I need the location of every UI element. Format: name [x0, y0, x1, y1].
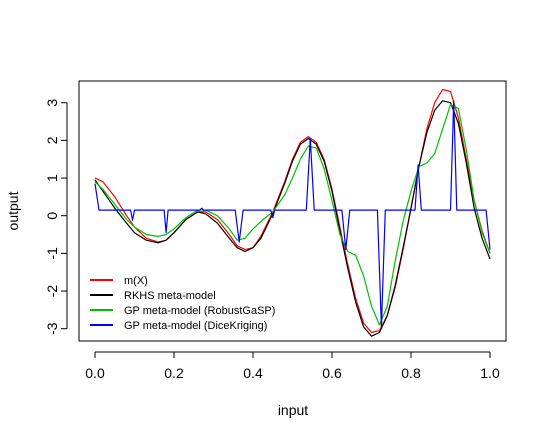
- y-tick-label: 3: [44, 99, 60, 107]
- plot-frame: [78, 80, 507, 342]
- y-tick-label: -2: [44, 285, 60, 298]
- y-tick-label: 0: [44, 212, 60, 220]
- x-tick-label: 0.8: [401, 365, 421, 381]
- series-layer: [94, 88, 491, 337]
- legend-label: m(X): [124, 275, 148, 287]
- x-tick-label: 0.2: [164, 365, 184, 381]
- series-line-4: [94, 100, 491, 328]
- x-tick-label: 0.0: [85, 365, 105, 381]
- x-tick-label: 1.0: [480, 365, 500, 381]
- y-tick-label: -3: [44, 322, 60, 335]
- legend: m(X) RKHS meta-model GP meta-model (Robust…: [90, 275, 275, 332]
- series-line-3: [94, 103, 491, 326]
- x-tick-label: 0.4: [243, 365, 263, 381]
- x-tick-label: 0.6: [322, 365, 342, 381]
- series-line-2: [94, 100, 491, 337]
- x-axis-title: input: [278, 402, 308, 418]
- y-axis-title: output: [5, 191, 21, 230]
- y-axis: -3 -2 -1 0 1 2 3: [44, 99, 68, 335]
- y-tick-label: -1: [44, 247, 60, 260]
- legend-label: GP meta-model (DiceKriging): [124, 320, 267, 332]
- x-axis: 0.0 0.2 0.4 0.6 0.8 1.0: [85, 351, 500, 381]
- y-tick-label: 2: [44, 136, 60, 144]
- legend-label: GP meta-model (RobustGaSP): [124, 305, 275, 317]
- legend-label: RKHS meta-model: [124, 290, 216, 302]
- y-tick-label: 1: [44, 174, 60, 182]
